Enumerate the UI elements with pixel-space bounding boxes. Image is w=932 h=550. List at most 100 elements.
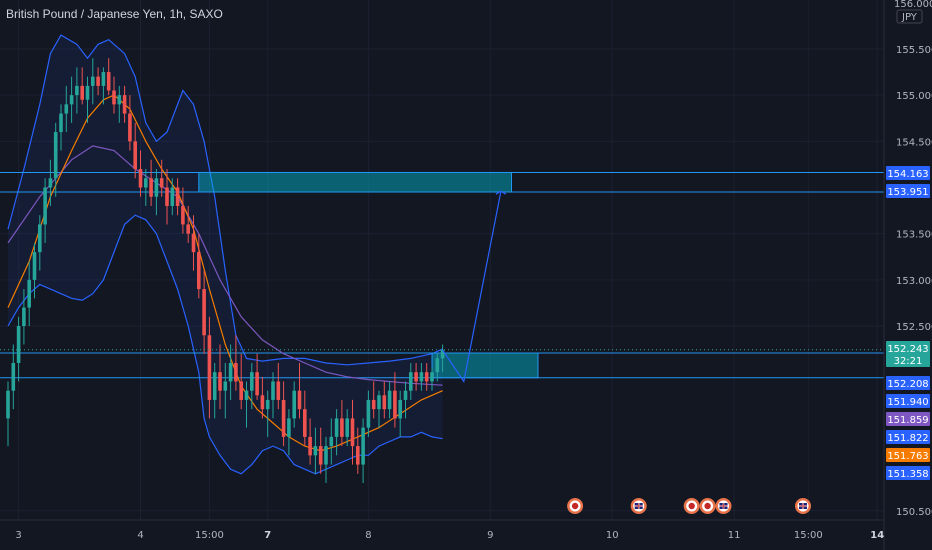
price-badge: [886, 341, 930, 367]
candle-body: [43, 187, 47, 225]
price-badge-value: 151.940: [887, 397, 928, 408]
candle-body: [440, 350, 445, 359]
candle-body: [382, 395, 387, 410]
candle-body: [350, 418, 355, 447]
candle-body: [340, 418, 344, 437]
candle-body: [38, 224, 42, 253]
price-badge-value: 154.163: [887, 169, 928, 180]
candle-body: [175, 187, 180, 206]
time-tick-label: 11: [728, 530, 741, 541]
price-axis[interactable]: 156.0000JPY150.500152.500153.000153.5001…: [883, 0, 932, 550]
candle-body: [80, 85, 84, 100]
candle-body: [250, 372, 254, 391]
projection-arrowhead: [495, 190, 507, 195]
price-badge: [886, 394, 930, 408]
candle-body: [154, 178, 159, 197]
candle-body: [11, 362, 16, 391]
candle-body: [329, 436, 334, 447]
candle-body: [287, 418, 291, 437]
candle-body: [133, 141, 137, 170]
candle-body: [69, 95, 74, 105]
candle-body: [228, 362, 233, 382]
candle-body: [48, 178, 53, 188]
price-badge: [886, 184, 930, 198]
candle-body: [112, 90, 116, 105]
event-icons[interactable]: [567, 498, 811, 514]
candle-body: [85, 85, 90, 100]
candle-body: [202, 289, 206, 336]
projection-path[interactable]: [442, 190, 507, 384]
time-tick-label: 3: [15, 530, 21, 541]
price-tick-label: 155.000: [896, 91, 932, 102]
candle-body: [398, 399, 402, 419]
price-badge: [886, 466, 930, 480]
candle-body: [276, 381, 281, 400]
candle-body: [27, 279, 31, 308]
candle-body: [170, 187, 175, 206]
candle-body: [165, 187, 169, 206]
event-dot: [688, 502, 695, 510]
price-badge-value: 152.208: [887, 379, 928, 390]
price-badge-value: 151.763: [887, 451, 928, 462]
candle-body: [324, 446, 328, 465]
candle-body: [159, 178, 164, 188]
candle-body: [234, 362, 238, 382]
candle-body: [308, 436, 312, 456]
event-icon-2: [683, 498, 700, 514]
chart-title: British Pound / Japanese Yen, 1h, SAXO: [6, 7, 223, 21]
zones[interactable]: [0, 171, 884, 379]
event-icon-uk-3: [795, 498, 811, 514]
event-dot: [571, 502, 579, 510]
time-tick-label: 10: [606, 530, 619, 541]
price-tick-label: 152.500: [896, 322, 932, 333]
candle-body: [292, 390, 296, 419]
event-icon-1: [567, 498, 584, 514]
upper-band: [7, 34, 443, 366]
price-badge: [886, 430, 930, 444]
price-badge: [886, 448, 930, 462]
currency-box: [896, 9, 923, 24]
candle-body: [16, 326, 21, 363]
time-axis[interactable]: 3 4 15:00 7 8 9 10 11 15:00 14: [0, 519, 884, 541]
candles: [0, 58, 884, 484]
candle-body: [128, 113, 132, 142]
candle-body: [212, 372, 217, 400]
time-tick-label: 15:00: [195, 530, 224, 541]
candle-body: [271, 381, 275, 400]
candle-body: [191, 233, 196, 253]
event-icon-uk-2: [715, 498, 732, 514]
candle-body: [334, 418, 339, 437]
time-tick-label: 15:00: [794, 530, 823, 541]
event-icon-3: [699, 498, 716, 514]
candle-body: [207, 335, 212, 400]
candle-body: [6, 390, 10, 419]
candle-body: [91, 76, 95, 86]
price-tick-label: 155.500: [896, 45, 932, 56]
candle-body: [260, 395, 265, 410]
price-badge-value: 151.859: [887, 415, 928, 426]
candle-body: [64, 104, 69, 114]
time-tick-label: 4: [137, 530, 143, 541]
price-tick-label: 153.000: [896, 276, 932, 287]
candle-body: [255, 372, 259, 396]
top-partial-label: 156.0000: [894, 0, 932, 10]
bollinger-bands: [7, 34, 443, 475]
candle-body: [366, 399, 371, 428]
candle-body: [106, 72, 111, 91]
candle-body: [435, 358, 440, 373]
candle-body: [393, 390, 397, 419]
candle-body: [223, 381, 228, 391]
candle-body: [22, 307, 26, 327]
candle-body: [144, 178, 148, 188]
candle-body: [419, 372, 424, 382]
candle-body: [197, 252, 201, 290]
lower-band: [7, 214, 443, 475]
candle-body: [186, 224, 190, 234]
candle-body: [32, 252, 37, 280]
candle-body: [59, 113, 63, 133]
candle-body: [117, 95, 122, 105]
candle-body: [414, 372, 418, 382]
